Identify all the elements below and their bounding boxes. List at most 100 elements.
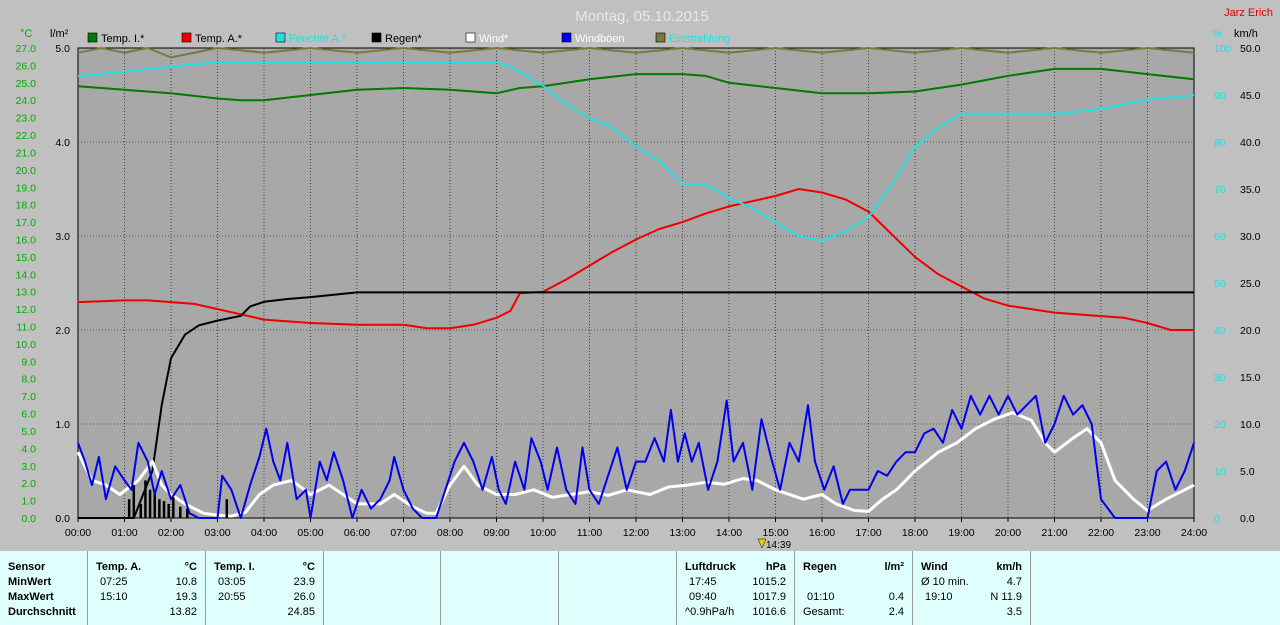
temp-tick-label: 23.0: [16, 113, 37, 125]
legend-label: Windböen: [575, 33, 625, 45]
wind-tick-label: 25.0: [1240, 278, 1261, 290]
stats-temp-outside-max-val: 19.3: [175, 591, 197, 603]
temp-tick-label: 19.0: [16, 182, 37, 194]
chart-series: [76, 47, 1195, 519]
legend-swatch: [371, 32, 382, 43]
temp-tick-label: 7.0: [21, 391, 36, 403]
temp-tick-label: 26.0: [16, 60, 37, 72]
humidity-tick-label: 50: [1214, 278, 1226, 290]
stats-wind-unit: km/h: [996, 561, 1022, 573]
temp-tick-label: 5.0: [21, 426, 36, 438]
stats-empty-column-1: [324, 551, 441, 625]
x-tick-label: 01:00: [111, 527, 137, 539]
humidity-tick-label: 10: [1214, 466, 1226, 478]
humidity-tick-label: 70: [1214, 184, 1226, 196]
rain-tick-label: 4.0: [55, 137, 70, 149]
humidity-tick-label: 20: [1214, 419, 1226, 431]
author-label: Jarz Erich: [1224, 7, 1273, 19]
chart-legend: Temp. I.* Temp. A.* Feuchte A.* Regen* Wind*…: [87, 32, 730, 45]
stats-wind-avg-val: 4.7: [1006, 576, 1022, 588]
left-rain-unit: l/m²: [50, 28, 69, 40]
legend-label: Wind*: [479, 33, 509, 45]
temp-tick-label: 16.0: [16, 234, 37, 246]
rain-tick-label: 2.0: [55, 325, 70, 337]
stats-rain-total-val: 2.4: [888, 606, 904, 618]
legend-swatch: [181, 32, 192, 43]
x-tick-label: 24:00: [1181, 527, 1207, 539]
stats-rain-head: Regen: [803, 561, 837, 573]
stats-wind-avg-label: Ø 10 min.: [921, 576, 969, 588]
temp-tick-label: 15.0: [16, 252, 37, 264]
x-tick-label: 05:00: [297, 527, 323, 539]
x-tick-label: 04:00: [251, 527, 277, 539]
stats-temp-inside-avg: 24.85: [287, 606, 315, 618]
temp-tick-label: 1.0: [21, 496, 36, 508]
stats-temp-outside-max-time: 15:10: [100, 591, 128, 603]
wind-tick-label: 15.0: [1240, 372, 1261, 384]
stats-panel: Sensor MinWert MaxWert Durchschnitt Temp…: [0, 551, 1280, 625]
stats-rain-column: Regen l/m² 01:10 0.4 Gesamt: 2.4: [795, 551, 913, 625]
stats-temp-inside-min-val: 23.9: [293, 576, 315, 588]
stats-temp-inside-max-val: 26.0: [293, 591, 315, 603]
x-tick-label: 21:00: [1041, 527, 1067, 539]
stats-label-avg: Durchschnitt: [8, 606, 76, 618]
humidity-tick-label: 0: [1214, 513, 1220, 525]
legend-label: Feuchte A.*: [289, 33, 347, 45]
stats-temp-inside-max-time: 20:55: [218, 591, 246, 603]
series-einstrahlung: [77, 47, 1195, 59]
humidity-tick-label: 60: [1214, 231, 1226, 243]
temp-tick-label: 3.0: [21, 461, 36, 473]
rain-tick-label: 5.0: [55, 43, 70, 55]
wind-tick-label: 5.0: [1240, 466, 1255, 478]
stats-temp-outside-avg: 13.82: [169, 606, 197, 618]
humidity-tick-label: 30: [1214, 372, 1226, 384]
x-tick-label: 23:00: [1134, 527, 1160, 539]
stats-pressure-unit: hPa: [765, 561, 786, 573]
stats-pressure-trend: ^0.9hPa/h: [685, 606, 735, 618]
temp-tick-label: 25.0: [16, 78, 37, 90]
series-temp-a: [77, 188, 1194, 331]
legend-label: Regen*: [385, 33, 422, 45]
stats-pressure-min-time: 17:45: [689, 576, 717, 588]
temp-tick-label: 20.0: [16, 165, 37, 177]
x-tick-label: 06:00: [344, 527, 370, 539]
temp-tick-label: 13.0: [16, 287, 37, 299]
stats-temp-inside-unit: °C: [302, 561, 315, 573]
wind-tick-label: 50.0: [1240, 43, 1261, 55]
temp-tick-label: 2.0: [21, 478, 36, 490]
stats-rain-max-time: 01:10: [807, 591, 835, 603]
wind-tick-label: 10.0: [1240, 419, 1261, 431]
rain-tick-label: 3.0: [55, 231, 70, 243]
temp-tick-label: 18.0: [16, 200, 37, 212]
legend-swatch: [275, 32, 286, 43]
right-wind-unit: km/h: [1234, 28, 1258, 40]
x-tick-label: 14:00: [716, 527, 742, 539]
right-humidity-unit: %: [1212, 28, 1222, 40]
series-regen: [78, 291, 1194, 519]
x-tick-label: 11:00: [577, 527, 603, 539]
temp-tick-label: 22.0: [16, 130, 37, 142]
wind-tick-label: 30.0: [1240, 231, 1261, 243]
x-tick-label: 07:00: [390, 527, 416, 539]
time-marker-icon: [757, 538, 767, 549]
temp-tick-label: 24.0: [16, 95, 37, 107]
stats-temp-inside-min-time: 03:05: [218, 576, 246, 588]
x-tick-label: 20:00: [995, 527, 1021, 539]
x-tick-label: 15:00: [762, 527, 788, 539]
stats-empty-column-2: [441, 551, 559, 625]
x-tick-label: 02:00: [158, 527, 184, 539]
x-tick-label: 17:00: [855, 527, 881, 539]
stats-rain-unit: l/m²: [884, 561, 904, 573]
x-tick-label: 10:00: [530, 527, 556, 539]
legend-swatch: [465, 32, 476, 43]
wind-tick-label: 40.0: [1240, 137, 1261, 149]
stats-temp-outside-head: Temp. A.: [96, 561, 142, 573]
x-tick-label: 19:00: [948, 527, 974, 539]
stats-label-column: Sensor MinWert MaxWert Durchschnitt: [0, 551, 88, 625]
x-tick-label: 16:00: [809, 527, 835, 539]
stats-temp-outside-min-val: 10.8: [175, 576, 197, 588]
legend-swatch: [87, 32, 98, 43]
temp-tick-label: 21.0: [16, 147, 37, 159]
temp-tick-label: 6.0: [21, 409, 36, 421]
stats-wind-column: Wind km/h Ø 10 min. 4.7 19:10 N 11.9 3.5: [913, 551, 1031, 625]
